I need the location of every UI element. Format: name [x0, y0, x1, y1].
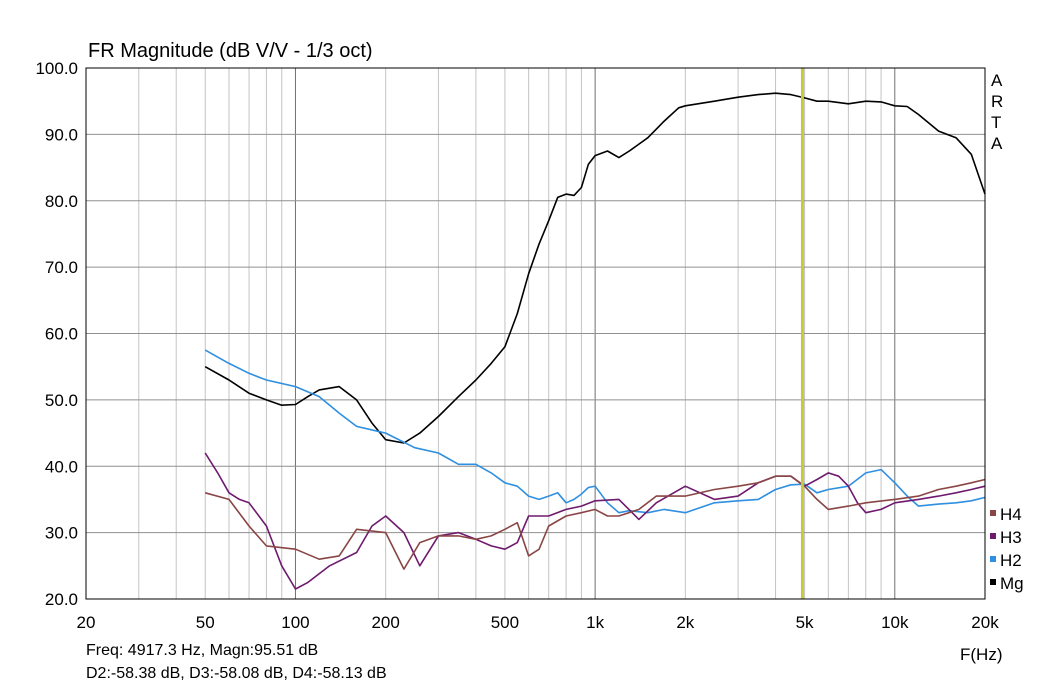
grid: [86, 68, 985, 599]
series-group: [204, 92, 986, 590]
y-tick-label: 90.0: [45, 125, 78, 144]
x-tick-label: 20k: [971, 613, 999, 632]
x-tick-labels: 20 50 100 200 500 1k 2k 5k 10k 20k: [77, 613, 1000, 632]
series-line-h4: [204, 475, 986, 570]
side-label-letter: T: [991, 113, 1001, 132]
y-tick-labels: 20.0 30.0 40.0 50.0 60.0 70.0 80.0 90.0 100.0: [35, 59, 78, 609]
y-tick-label: 70.0: [45, 258, 78, 277]
legend-label-h3: H3: [1000, 528, 1022, 547]
x-tick-label: 1k: [586, 613, 604, 632]
legend-swatch-h2: [990, 556, 996, 562]
x-tick-label: 100: [281, 613, 309, 632]
x-axis-label: F(Hz): [960, 645, 1002, 664]
y-tick-label: 40.0: [45, 457, 78, 476]
legend-label-h2: H2: [1000, 551, 1022, 570]
chart-title: FR Magnitude (dB V/V - 1/3 oct): [88, 40, 373, 62]
x-tick-label: 20: [77, 613, 96, 632]
y-tick-label: 30.0: [45, 524, 78, 543]
legend: H4 H3 H2 Mg: [990, 505, 1024, 593]
series-line-h3: [204, 452, 986, 590]
x-tick-label: 5k: [796, 613, 814, 632]
side-label-letter: A: [991, 134, 1003, 153]
y-tick-label: 50.0: [45, 391, 78, 410]
x-tick-label: 200: [371, 613, 399, 632]
series-line-h2: [204, 349, 986, 514]
legend-label-mg: Mg: [1000, 574, 1024, 593]
series-line-mg: [204, 92, 986, 444]
cursor-readout-line1: Freq: 4917.3 Hz, Magn:95.51 dB: [86, 642, 319, 659]
x-tick-label: 10k: [881, 613, 909, 632]
plot-frame: [85, 67, 986, 600]
x-tick-label: 500: [491, 613, 519, 632]
x-tick-label: 50: [196, 613, 215, 632]
legend-swatch-h3: [990, 533, 996, 539]
y-tick-label: 100.0: [35, 59, 78, 78]
x-tick-label: 2k: [676, 613, 694, 632]
legend-label-h4: H4: [1000, 505, 1022, 524]
side-label-letter: A: [991, 71, 1003, 90]
cursor-readout-line2: D2:-58.38 dB, D3:-58.08 dB, D4:-58.13 dB: [86, 665, 387, 682]
legend-swatch-h4: [990, 510, 996, 516]
side-label-letter: R: [991, 92, 1003, 111]
y-tick-label: 80.0: [45, 192, 78, 211]
y-tick-label: 60.0: [45, 325, 78, 344]
y-tick-label: 20.0: [45, 590, 78, 609]
legend-swatch-mg: [990, 579, 996, 585]
